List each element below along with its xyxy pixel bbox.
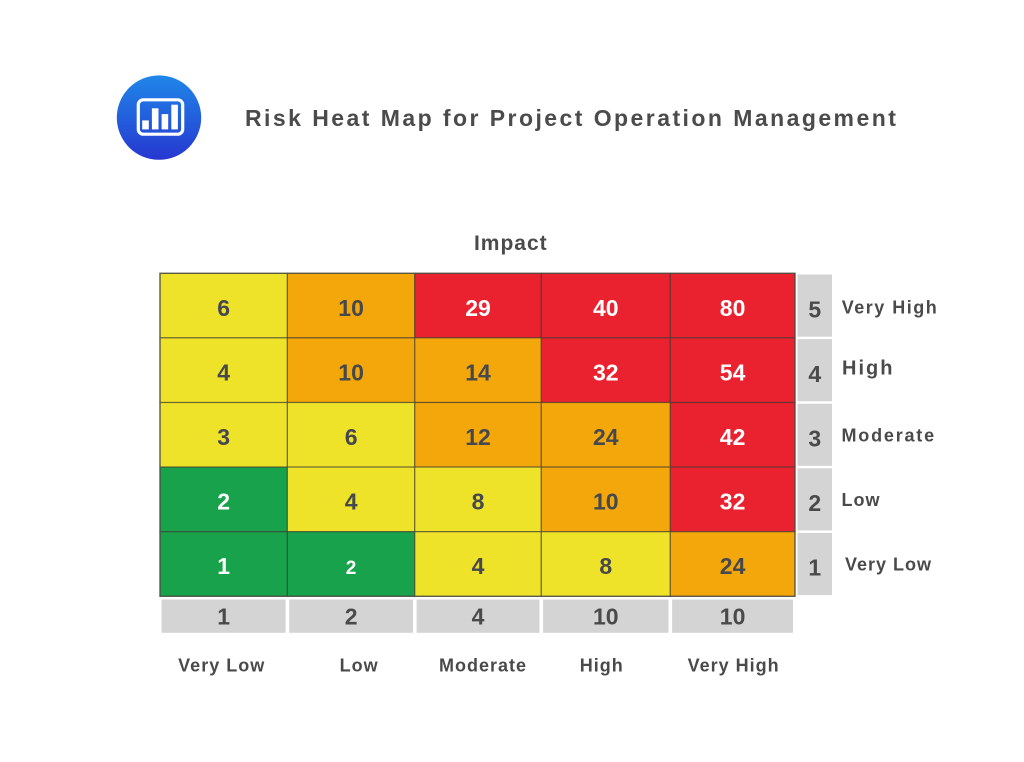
svg-text:Moderate: Moderate <box>842 425 936 445</box>
svg-text:10: 10 <box>338 359 364 385</box>
svg-text:32: 32 <box>720 489 746 515</box>
svg-text:24: 24 <box>720 553 746 579</box>
svg-text:40: 40 <box>593 295 619 321</box>
svg-text:10: 10 <box>593 489 619 515</box>
svg-text:6: 6 <box>345 424 358 450</box>
svg-text:4: 4 <box>472 603 485 629</box>
svg-text:Moderate: Moderate <box>439 656 527 676</box>
svg-text:4: 4 <box>472 553 485 579</box>
svg-text:10: 10 <box>338 295 364 321</box>
svg-text:Low: Low <box>842 490 881 510</box>
svg-text:8: 8 <box>472 489 485 515</box>
svg-text:29: 29 <box>465 295 491 321</box>
svg-text:8: 8 <box>599 553 612 579</box>
svg-text:Impact: Impact <box>474 232 548 255</box>
svg-text:32: 32 <box>593 359 619 385</box>
svg-text:2: 2 <box>217 489 230 515</box>
svg-text:High: High <box>580 656 624 676</box>
svg-text:1: 1 <box>217 553 230 579</box>
svg-text:Very High: Very High <box>842 297 939 317</box>
svg-text:3: 3 <box>217 424 230 450</box>
svg-text:High: High <box>842 358 894 380</box>
svg-text:3: 3 <box>808 426 821 452</box>
svg-text:6: 6 <box>217 295 230 321</box>
svg-text:4: 4 <box>345 489 358 515</box>
svg-text:4: 4 <box>217 359 230 385</box>
svg-text:10: 10 <box>593 603 619 629</box>
svg-text:54: 54 <box>720 359 746 385</box>
svg-text:2: 2 <box>346 558 357 579</box>
svg-text:1: 1 <box>217 603 230 629</box>
svg-text:80: 80 <box>720 295 746 321</box>
svg-text:4: 4 <box>808 361 821 387</box>
svg-text:5: 5 <box>808 296 821 322</box>
svg-text:Risk Heat Map for Project Oper: Risk Heat Map for Project Operation Mana… <box>245 105 898 131</box>
svg-text:14: 14 <box>465 359 491 385</box>
svg-text:1: 1 <box>808 555 821 581</box>
svg-text:12: 12 <box>465 424 491 450</box>
svg-text:Very High: Very High <box>688 656 780 676</box>
svg-text:Very Low: Very Low <box>178 656 265 676</box>
svg-text:10: 10 <box>720 603 746 629</box>
svg-text:24: 24 <box>593 424 619 450</box>
svg-text:2: 2 <box>808 490 821 516</box>
svg-text:42: 42 <box>720 424 746 450</box>
svg-text:Very Low: Very Low <box>845 555 932 575</box>
svg-text:2: 2 <box>345 603 358 629</box>
svg-text:Low: Low <box>340 656 379 676</box>
